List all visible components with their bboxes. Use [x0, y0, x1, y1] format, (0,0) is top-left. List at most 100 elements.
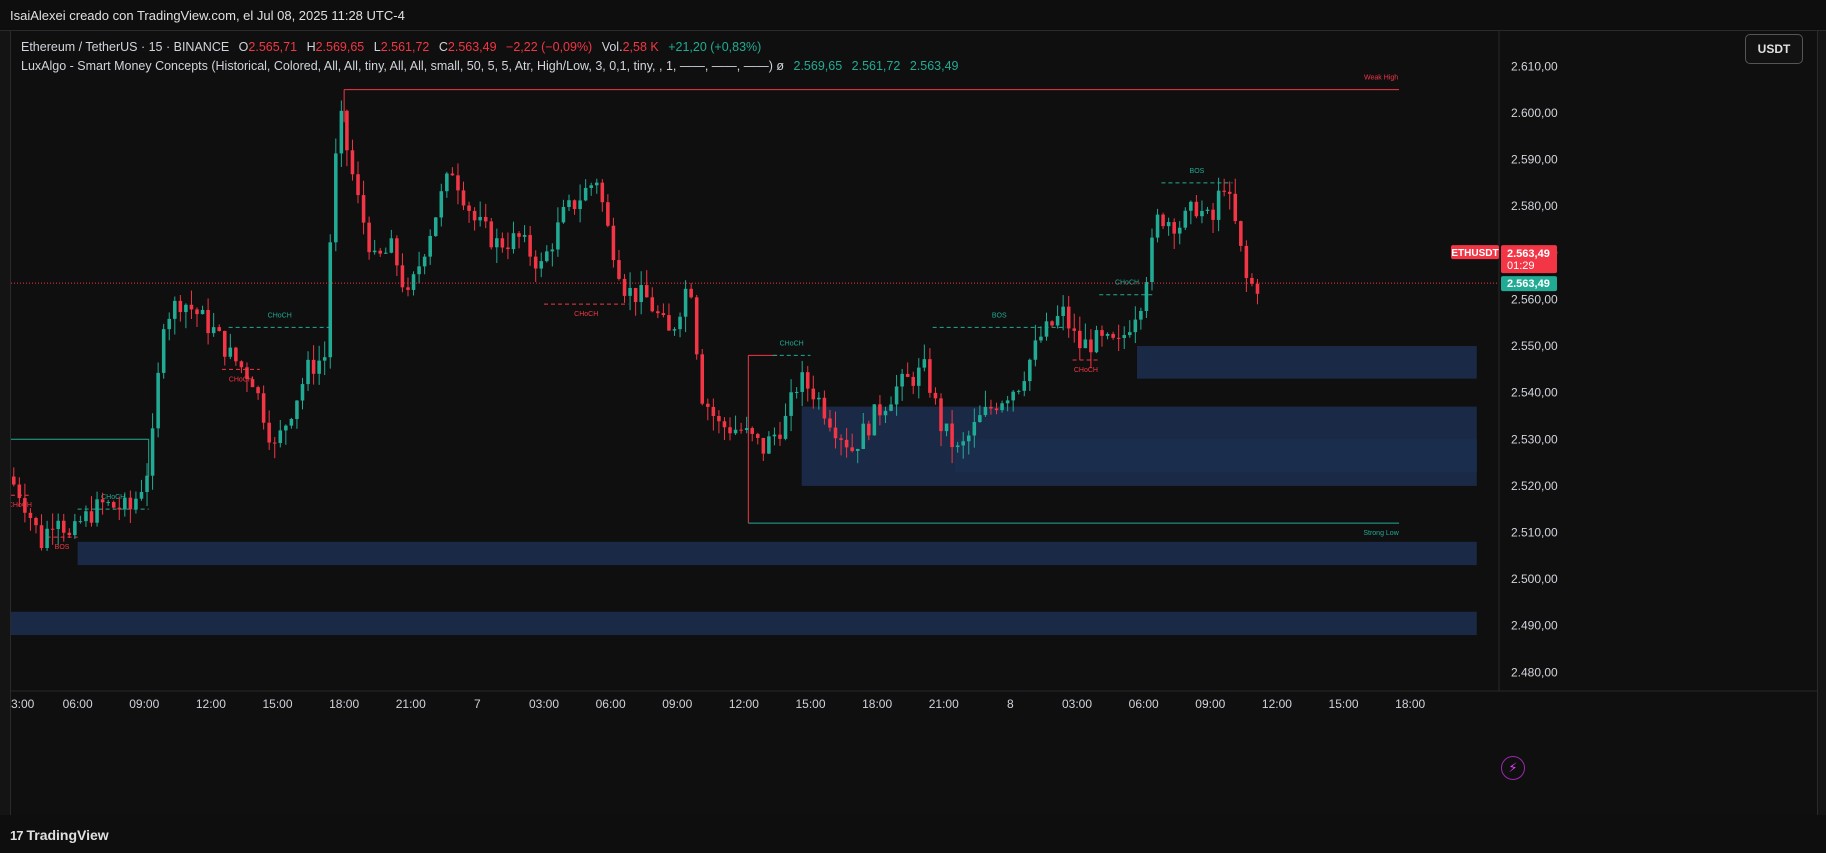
candle-body — [678, 316, 682, 330]
time-tick-label: 06:00 — [596, 697, 626, 711]
candle-body — [150, 428, 155, 476]
candle-body — [1172, 222, 1176, 234]
price-badge-label: 2.563,49 — [1507, 248, 1550, 260]
time-tick-label: 09:00 — [662, 697, 692, 711]
candle-body — [384, 252, 388, 254]
candle-body — [1239, 221, 1243, 246]
price-tick-label: 2.500,00 — [1511, 572, 1558, 586]
ohlc-legend: Ethereum / TetherUS · 15 · BINANCE O2.56… — [21, 40, 761, 54]
candle-body — [733, 429, 738, 434]
candle-body — [778, 434, 782, 439]
candle-body — [311, 359, 316, 374]
candle-body — [217, 327, 221, 331]
time-tick-label: 21:00 — [929, 697, 959, 711]
candle-body — [756, 433, 760, 438]
candle-body — [411, 274, 416, 290]
candle-body — [583, 187, 588, 201]
indicator-value-1: 2.569,65 — [793, 59, 843, 73]
candle-body — [161, 329, 166, 373]
candle-body — [728, 427, 732, 434]
time-tick-label: 15:00 — [262, 697, 292, 711]
candle-body — [950, 423, 954, 448]
candle-body — [406, 287, 410, 290]
symbol-badge-label: ETHUSDT — [1451, 248, 1498, 259]
indicator-legend[interactable]: LuxAlgo - Smart Money Concepts (Historic… — [21, 59, 958, 73]
candle-body — [95, 499, 99, 523]
tradingview-mark-icon: 17 — [10, 828, 24, 843]
candle-body — [433, 217, 438, 236]
candle-body — [206, 309, 210, 334]
structure-label: BOS — [1190, 168, 1205, 175]
candle-body — [328, 242, 333, 358]
candle-body — [1161, 214, 1165, 227]
candle-body — [139, 492, 144, 499]
chart-area[interactable]: Weak High Strong Low CHoCH CHoCH BOS CHoCH CHo… — [10, 30, 1818, 816]
candle-body — [495, 238, 499, 248]
candle-body — [850, 447, 854, 451]
change-value: −2,22 (−0,09%) — [506, 40, 593, 54]
candle-body — [545, 251, 549, 262]
candle-body — [200, 309, 205, 315]
candle-body — [445, 173, 449, 192]
price-tick-label: 2.520,00 — [1511, 479, 1558, 493]
candle-body — [300, 384, 305, 401]
candle-body — [672, 329, 677, 331]
bottom-bar: 17 TradingView — [0, 815, 1826, 853]
indicator-label[interactable]: LuxAlgo - Smart Money Concepts (Historic… — [21, 59, 785, 73]
candle-body — [800, 372, 804, 392]
candle-body — [111, 502, 116, 508]
candle-body — [811, 388, 816, 400]
time-tick-label: 09:00 — [129, 697, 159, 711]
candle-body — [189, 304, 194, 310]
price-chart[interactable]: Weak High Strong Low CHoCH CHoCH BOS CHoCH CHo… — [11, 31, 1817, 815]
candle-body — [594, 182, 599, 186]
price-tick-label: 2.590,00 — [1511, 153, 1558, 167]
candle-body — [939, 398, 943, 432]
candle-body — [761, 437, 766, 454]
level-label: Weak High — [1364, 75, 1398, 82]
candle-body — [839, 438, 843, 440]
candle-body — [1078, 330, 1082, 349]
candle-body — [367, 222, 371, 253]
candle-body — [234, 347, 238, 362]
candle-body — [61, 520, 66, 533]
candle-body — [556, 222, 560, 250]
candle-body — [539, 261, 544, 269]
candle-body — [456, 175, 460, 191]
order-block-zone — [1136, 346, 1477, 379]
candle-body — [622, 278, 627, 296]
candle-body — [983, 406, 988, 416]
candle-body — [567, 200, 571, 208]
candle-body — [928, 359, 932, 393]
candle-body — [828, 418, 832, 428]
lightning-icon[interactable]: ⚡ — [1501, 756, 1525, 780]
time-tick-label: 3:00 — [11, 697, 35, 711]
candle-body — [817, 397, 821, 400]
structure-label: BOS — [55, 544, 70, 551]
candle-body — [700, 354, 705, 404]
open-label: O — [238, 40, 249, 54]
candle-body — [1205, 209, 1210, 211]
candle-body — [334, 153, 338, 243]
time-tick-label: 06:00 — [1129, 697, 1159, 711]
candle-body — [173, 300, 177, 319]
candle-body — [345, 110, 349, 151]
currency-button[interactable]: USDT — [1745, 34, 1803, 64]
candle-body — [511, 233, 516, 250]
candle-body — [783, 415, 788, 439]
candle-body — [39, 525, 44, 548]
candle-body — [522, 235, 527, 237]
time-tick-label: 15:00 — [796, 697, 826, 711]
candle-body — [1139, 310, 1143, 320]
candle-body — [28, 512, 33, 518]
countdown-label: 01:29 — [1507, 260, 1535, 272]
candle-body — [12, 476, 16, 485]
candle-body — [478, 216, 482, 221]
candle-body — [84, 511, 88, 522]
candle-body — [350, 150, 355, 175]
tradingview-logo[interactable]: 17 TradingView — [10, 827, 109, 843]
symbol-label[interactable]: Ethereum / TetherUS · 15 · BINANCE — [21, 40, 230, 54]
order-block-zone — [954, 439, 1477, 472]
candle-body — [883, 410, 888, 416]
candle-body — [917, 367, 921, 386]
